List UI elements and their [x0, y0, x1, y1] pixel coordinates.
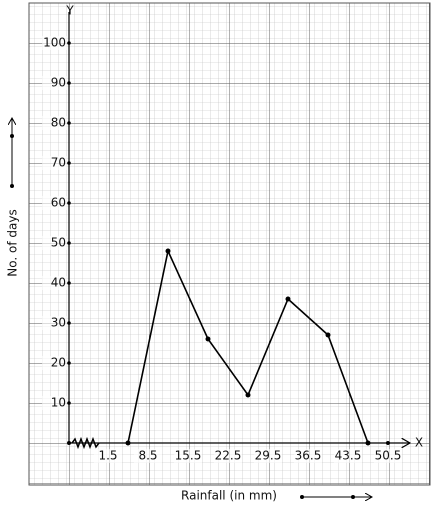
point [205, 336, 211, 342]
x-tick-label-bg [294, 449, 322, 463]
y-tick [67, 361, 71, 365]
x-tick-label-bg [134, 449, 162, 463]
y-tick [67, 121, 71, 125]
y-tick-label-bg [42, 236, 67, 250]
graph-paper [28, 2, 431, 486]
y-tick-label-bg [42, 116, 67, 130]
y-tick [67, 41, 71, 45]
x-tick-label-bg [174, 449, 202, 463]
point [285, 296, 291, 302]
x-tick-label: 36.5 [295, 449, 322, 463]
y-tick-label-bg [42, 356, 67, 370]
y-tick [67, 161, 71, 165]
y-tick-label: 10 [51, 396, 66, 410]
origin [67, 441, 71, 445]
x-label: Rainfall (in mm) [181, 489, 277, 503]
y-label: No. of days [6, 209, 20, 276]
x-tick-label: 15.5 [175, 449, 202, 463]
axis-break [71, 436, 100, 450]
y-tick [67, 401, 71, 405]
y-tick [67, 241, 71, 245]
y-axis-name: Y [65, 4, 74, 18]
y-tick-label: 40 [51, 276, 66, 290]
x-tick-label: 22.5 [215, 449, 242, 463]
point [365, 440, 371, 446]
y-tick-label-bg [42, 316, 67, 330]
arrow-dot [300, 495, 304, 499]
y-tick-label: 30 [51, 316, 66, 330]
y-tick-label: 60 [51, 196, 66, 210]
y-tick [67, 201, 71, 205]
y-tick-label: 80 [51, 116, 66, 130]
y-tick-label-bg [42, 76, 67, 90]
x-tick-label-bg [94, 449, 122, 463]
y-tick-label-bg [42, 276, 67, 290]
arrow-dot [10, 134, 14, 138]
arrow-dot [351, 495, 355, 499]
x-tick-label-bg [374, 449, 402, 463]
x-tick [386, 441, 390, 445]
x-tick-label-bg [334, 449, 362, 463]
x-axis-name: X [415, 436, 423, 450]
y-tick-label: 50 [51, 236, 66, 250]
x-tick-label: 1.5 [98, 449, 117, 463]
point [245, 392, 251, 398]
x-tick-label: 43.5 [335, 449, 362, 463]
y-tick-label: 20 [51, 356, 66, 370]
y-tick-label-bg [42, 396, 67, 410]
y-tick [67, 81, 71, 85]
x-tick-label: 8.5 [138, 449, 157, 463]
point [125, 440, 131, 446]
x-tick-label-bg [254, 449, 282, 463]
x-tick-label-bg [214, 449, 242, 463]
y-tick [67, 281, 71, 285]
x-tick-label: 29.5 [255, 449, 282, 463]
y-tick-label-bg [42, 156, 67, 170]
y-tick [67, 321, 71, 325]
y-tick-label: 90 [51, 76, 66, 90]
y-tick-label: 100 [43, 36, 66, 50]
arrow-dot [10, 184, 14, 188]
x-tick-label: 50.5 [375, 449, 402, 463]
y-tick-label-bg [42, 196, 67, 210]
y-tick-label: 70 [51, 156, 66, 170]
point [165, 248, 171, 254]
point [325, 332, 331, 338]
y-tick-label-bg [42, 36, 67, 50]
